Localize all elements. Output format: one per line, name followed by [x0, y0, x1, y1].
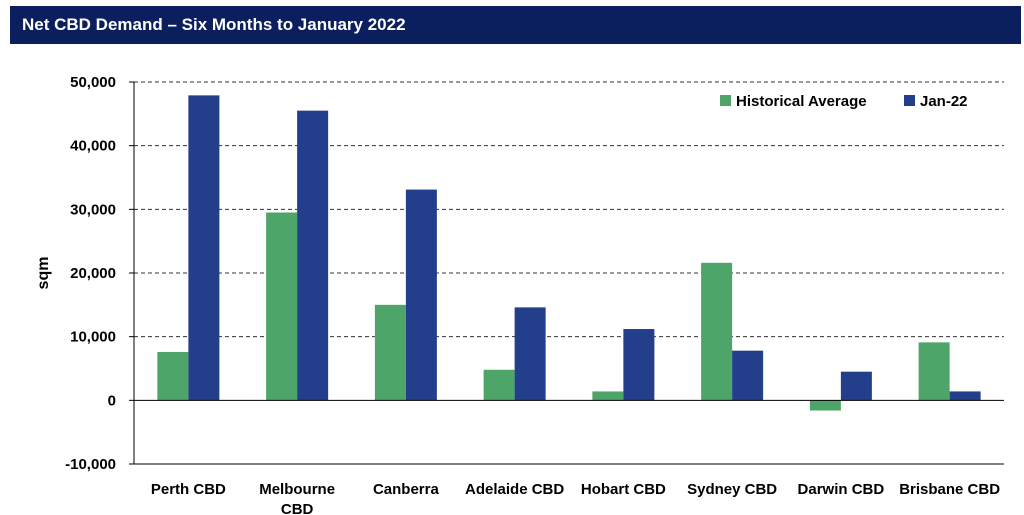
x-category-label: Adelaide CBD — [465, 481, 564, 498]
x-category-label: Hobart CBD — [581, 481, 666, 498]
y-tick-label: 20,000 — [70, 265, 116, 282]
bar-historical — [701, 262, 733, 401]
bar-jan22 — [405, 189, 437, 401]
x-category-label: Melbourne CBD — [259, 481, 335, 515]
bar-historical — [592, 391, 624, 401]
x-category-label: Brisbane CBD — [899, 481, 1000, 498]
bar-historical — [157, 351, 189, 401]
bar-jan22 — [840, 371, 872, 401]
x-category-label: Sydney CBD — [687, 481, 777, 498]
grid-lines — [134, 81, 1004, 338]
bar-jan22 — [732, 350, 764, 401]
axes — [129, 81, 1004, 465]
legend-swatch-jan22 — [904, 95, 915, 106]
bar-historical — [266, 212, 298, 401]
bar-jan22 — [623, 329, 655, 401]
legend-swatch-historical — [720, 95, 731, 106]
bars — [157, 95, 981, 411]
y-tick-label: 30,000 — [70, 201, 116, 218]
bar-jan22 — [297, 110, 329, 401]
legend-label-historical: Historical Average — [736, 93, 867, 110]
legend: Historical Average Jan-22 — [720, 93, 968, 110]
y-tick-label: 0 — [108, 392, 116, 409]
y-tick-label: 40,000 — [70, 138, 116, 155]
y-tick-label: -10,000 — [65, 456, 116, 473]
y-tick-labels: -10,000 0 10,000 20,000 30,000 40,000 50,000 — [65, 74, 116, 473]
bar-historical — [483, 369, 515, 401]
chart-title: Net CBD Demand – Six Months to January 2… — [10, 6, 1021, 44]
y-tick-label: 10,000 — [70, 329, 116, 346]
y-tick-label: 50,000 — [70, 74, 116, 91]
x-category-label: Canberra — [373, 481, 440, 498]
x-category-label: Darwin CBD — [798, 481, 885, 498]
bar-jan22 — [949, 391, 981, 401]
y-axis-label: sqm — [35, 257, 52, 290]
x-category-label: Perth CBD — [151, 481, 226, 498]
bar-jan22 — [514, 307, 546, 401]
bar-jan22 — [188, 95, 220, 401]
bar-historical — [809, 400, 841, 411]
category-labels: Perth CBD Melbourne CBD Canberra Adelaide CB… — [151, 481, 1000, 515]
bar-historical — [918, 342, 950, 401]
legend-label-jan22: Jan-22 — [920, 93, 968, 110]
bar-historical — [374, 304, 406, 401]
